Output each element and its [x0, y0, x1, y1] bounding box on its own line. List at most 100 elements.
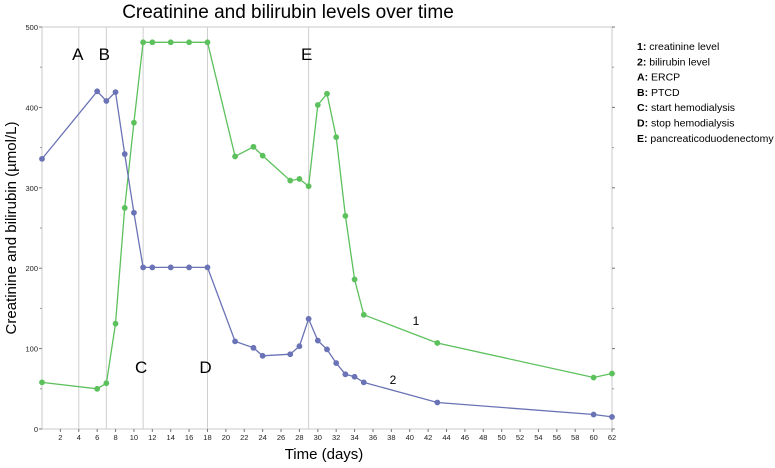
series-1-point: [121, 204, 128, 211]
y-tick-label: 0: [34, 425, 38, 434]
series-2-line: [41, 90, 613, 418]
x-tick-label: 4: [77, 433, 81, 442]
legend-text: start hemodialysis: [651, 102, 735, 114]
series-1-line: [41, 41, 613, 390]
x-tick-label: 14: [167, 433, 175, 442]
series-labels: 12: [390, 314, 420, 387]
series-2-point: [287, 351, 294, 358]
series-2-point: [39, 155, 45, 162]
legend-item: B: PTCD: [637, 87, 680, 99]
x-tick-label: 50: [498, 433, 506, 442]
legend-key: B:: [637, 87, 651, 99]
event-lines: A B C D E: [72, 27, 312, 429]
series-2-point: [167, 264, 174, 271]
event-label-d: D: [199, 358, 211, 377]
series-1-point: [434, 340, 441, 346]
x-tick-label: 56: [553, 433, 561, 442]
series-2-label: 2: [390, 373, 397, 387]
x-tick-label: 36: [369, 433, 377, 442]
series-2-point: [342, 371, 349, 378]
series-2-point: [333, 360, 340, 366]
series-1-point: [39, 379, 45, 386]
y-axis: 0 100 200 300 400 500: [25, 23, 615, 434]
x-tick-label: 24: [258, 433, 266, 442]
event-label-a: A: [72, 45, 84, 64]
legend-text: creatinine level: [649, 41, 719, 53]
series-2: [39, 88, 615, 420]
legend-text: stop hemodialysis: [651, 118, 734, 130]
series-1-point: [314, 102, 321, 108]
series-2-point: [112, 89, 119, 96]
x-tick-label: 30: [314, 433, 322, 442]
y-axis-label: Creatinine and bilirubin (µmol/L): [3, 122, 20, 335]
x-tick-label: 38: [387, 433, 395, 442]
x-tick-label: 6: [95, 433, 99, 442]
series-1-point: [167, 39, 174, 46]
series-1-point: [287, 177, 294, 184]
series-layer: [39, 39, 615, 420]
x-tick-label: 18: [203, 433, 211, 442]
series-2-point: [434, 399, 441, 406]
series-2-point: [149, 264, 156, 271]
x-tick-label: 58: [571, 433, 579, 442]
series-2-point: [305, 315, 312, 322]
legend-key: D:: [637, 118, 651, 130]
series-1-point: [103, 380, 110, 387]
series-1-point: [232, 153, 238, 160]
series-1-point: [149, 39, 156, 46]
x-tick-label: 54: [534, 433, 542, 442]
series-2-point: [131, 209, 137, 216]
legend-key: E:: [637, 133, 650, 145]
series-2-point: [296, 343, 303, 350]
series-2-point: [140, 264, 147, 271]
legend-key: 1:: [637, 41, 649, 53]
series-2-point: [351, 373, 358, 380]
legend-item: E: pancreaticoduodenectomy: [637, 133, 774, 145]
y-tick-label: 500: [25, 23, 38, 32]
x-axis: 2 4 6 8 10 12 14 16 18 20 22 24 26 28 30 32 34 36 38 40 42 44…: [58, 429, 616, 442]
series-2-point: [314, 337, 321, 344]
legend-key: C:: [637, 102, 651, 114]
legend-key: 2:: [637, 56, 649, 68]
series-2-point: [204, 264, 211, 271]
series-1-point: [250, 143, 257, 150]
x-tick-label: 34: [350, 433, 358, 442]
x-tick-label: 44: [442, 433, 450, 442]
x-tick-label: 52: [516, 433, 524, 442]
x-tick-label: 26: [277, 433, 285, 442]
series-1-point: [112, 320, 119, 327]
series-1-point: [590, 374, 597, 381]
series-2-point: [360, 379, 367, 386]
series-2-point: [590, 411, 597, 418]
series-1-point: [94, 385, 101, 392]
legend-text: bilirubin level: [649, 56, 710, 68]
x-axis-label: Time (days): [285, 446, 364, 463]
series-2-point: [186, 264, 192, 271]
series-1: [39, 39, 615, 392]
legend-text: PTCD: [651, 87, 680, 99]
y-tick-label: 100: [25, 345, 38, 354]
series-2-point: [609, 414, 615, 420]
series-2-point: [121, 151, 128, 157]
x-tick-label: 62: [608, 433, 616, 442]
series-1-point: [140, 39, 147, 46]
series-1-point: [204, 39, 211, 46]
legend-text: pancreaticoduodenectomy: [650, 133, 774, 145]
y-tick-label: 400: [25, 103, 38, 112]
x-tick-label: 8: [113, 433, 117, 442]
legend-item: A: ERCP: [637, 72, 680, 84]
x-tick-label: 10: [130, 433, 138, 442]
series-2-point: [259, 352, 266, 359]
x-tick-label: 22: [240, 433, 248, 442]
plot-frame: [41, 26, 613, 430]
series-1-point: [333, 134, 340, 141]
event-label-b: B: [99, 45, 110, 64]
series-1-label: 1: [413, 314, 420, 328]
y-tick-label: 200: [25, 264, 38, 273]
x-tick-label: 2: [58, 433, 62, 442]
series-1-point: [342, 213, 349, 219]
series-1-point: [360, 311, 367, 318]
series-1-point: [259, 152, 266, 159]
